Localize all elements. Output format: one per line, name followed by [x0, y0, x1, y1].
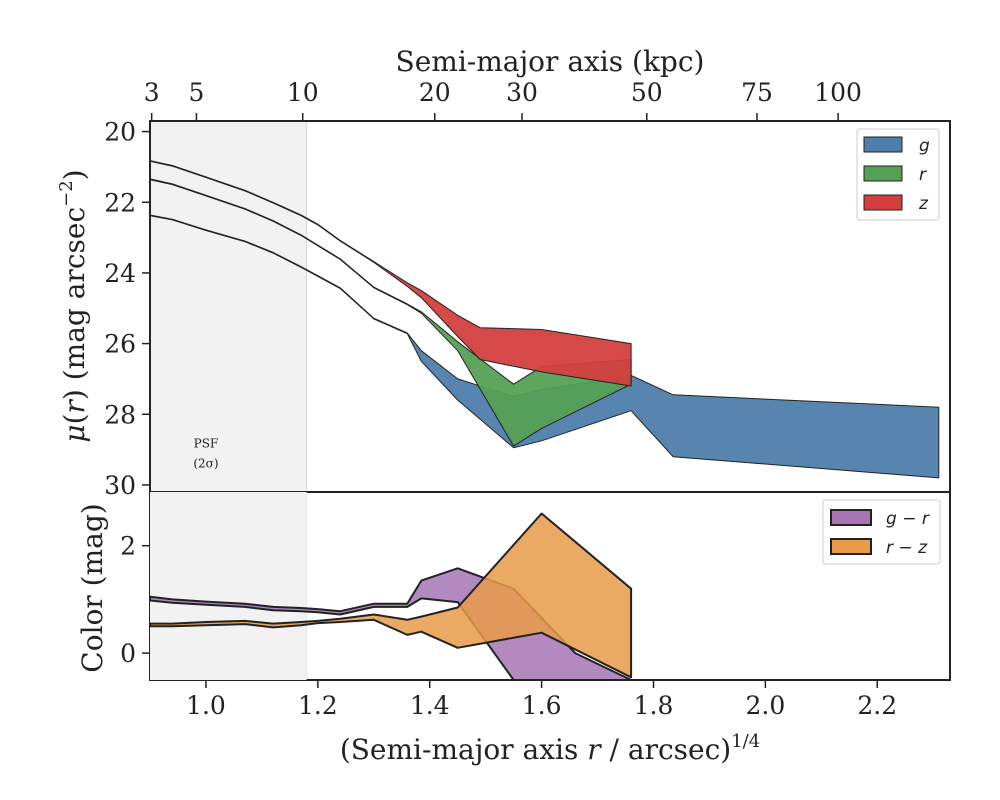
y-axis-title-close: ): [58, 380, 91, 400]
x-tick-label-1.8: 1.8: [634, 691, 674, 720]
x-tick-label-1.2: 1.2: [298, 691, 338, 720]
y-axis-title-mu: μ: [58, 424, 91, 442]
legend-label-part-rz-0: r: [886, 538, 894, 558]
legend-swatch-r: [863, 165, 903, 182]
legend-label-part-gr-0: g: [886, 509, 897, 529]
legend-label-rz: r − z: [886, 538, 928, 558]
x-axis-title: (Semi-major axis r / arcsec)1/4: [340, 731, 760, 766]
psf-annotation-line-0: PSF: [194, 437, 219, 451]
legend-label-r: r: [919, 165, 927, 185]
top-x-tick-label-20: 20: [419, 78, 451, 107]
y-tick-label-bottom-0: 0: [120, 639, 136, 668]
band-g: [150, 214, 940, 479]
top-x-tick-label-100: 100: [814, 78, 862, 107]
y-axis-title-open: (: [58, 413, 91, 424]
color-panel: 021.0 1.2 1.4 1.6 1.8 2.0 2.2g − rr − z: [120, 492, 941, 720]
psf-annotation-line-1: (2σ): [193, 457, 218, 471]
y-tick-label-bottom-2: 2: [120, 532, 136, 561]
y-tick-label-top-26: 26: [104, 330, 136, 359]
psf-shade-top: [150, 121, 307, 492]
top-x-tick-label-10: 10: [287, 78, 319, 107]
x-axis-title-unit: / arcsec): [601, 733, 732, 766]
legend-label-gr: g − r: [886, 509, 930, 529]
y-axis-title-r: r: [58, 398, 91, 413]
x-axis-title-var: r: [587, 733, 602, 766]
x-tick-label-1.6: 1.6: [522, 691, 562, 720]
y-tick-label-top-24: 24: [104, 259, 136, 288]
y-tick-label-top-28: 28: [104, 400, 136, 429]
legend-label-part-rz-1: −: [893, 538, 918, 558]
top-x-tick-label-3: 3: [144, 78, 160, 107]
y-tick-label-top-20: 20: [104, 118, 136, 147]
x-axis-title-sup: 1/4: [731, 731, 760, 752]
top-x-tick-label-50: 50: [631, 78, 663, 107]
y-tick-label-top-30: 30: [104, 471, 136, 500]
y-axis-title-end: ): [58, 169, 91, 180]
y-axis-title-sup: −2: [56, 180, 77, 207]
legend-swatch-z: [863, 194, 903, 211]
legend-top: grz: [856, 128, 940, 221]
legend-label-part-gr-1: −: [897, 509, 922, 529]
x-tick-label-1.0: 1.0: [186, 691, 226, 720]
legend-swatch-rz: [830, 538, 872, 555]
y-axis-title-top: μ(r) (mag arcsec−2): [56, 169, 91, 442]
legend-swatch-g: [863, 136, 903, 153]
legend-label-part-gr-2: r: [922, 509, 930, 529]
x-tick-label-2.0: 2.0: [746, 691, 786, 720]
psf-shade-bottom: [150, 492, 307, 680]
x-tick-label-2.2: 2.2: [857, 691, 897, 720]
legend-label-z: z: [918, 194, 929, 214]
y-tick-label-top-22: 22: [104, 188, 136, 217]
top-x-tick-label-30: 30: [506, 78, 538, 107]
y-axis-title-unit: (mag arcsec: [58, 207, 91, 380]
top-x-axis-title: Semi-major axis (kpc): [396, 45, 705, 78]
x-tick-label-1.4: 1.4: [410, 691, 450, 720]
y-axis-title-bottom: Color (mag): [76, 503, 109, 672]
band-z: [150, 160, 632, 387]
band-rz: [150, 512, 633, 679]
legend-swatch-gr: [830, 509, 872, 526]
legend-label-g: g: [919, 136, 930, 156]
top-x-tick-label-75: 75: [741, 78, 773, 107]
legend-bottom: g − rr − z: [822, 499, 941, 565]
top-x-tick-label-5: 5: [188, 78, 204, 107]
legend-label-part-rz-2: z: [917, 538, 928, 558]
x-axis-title-main: (Semi-major axis: [340, 733, 587, 766]
